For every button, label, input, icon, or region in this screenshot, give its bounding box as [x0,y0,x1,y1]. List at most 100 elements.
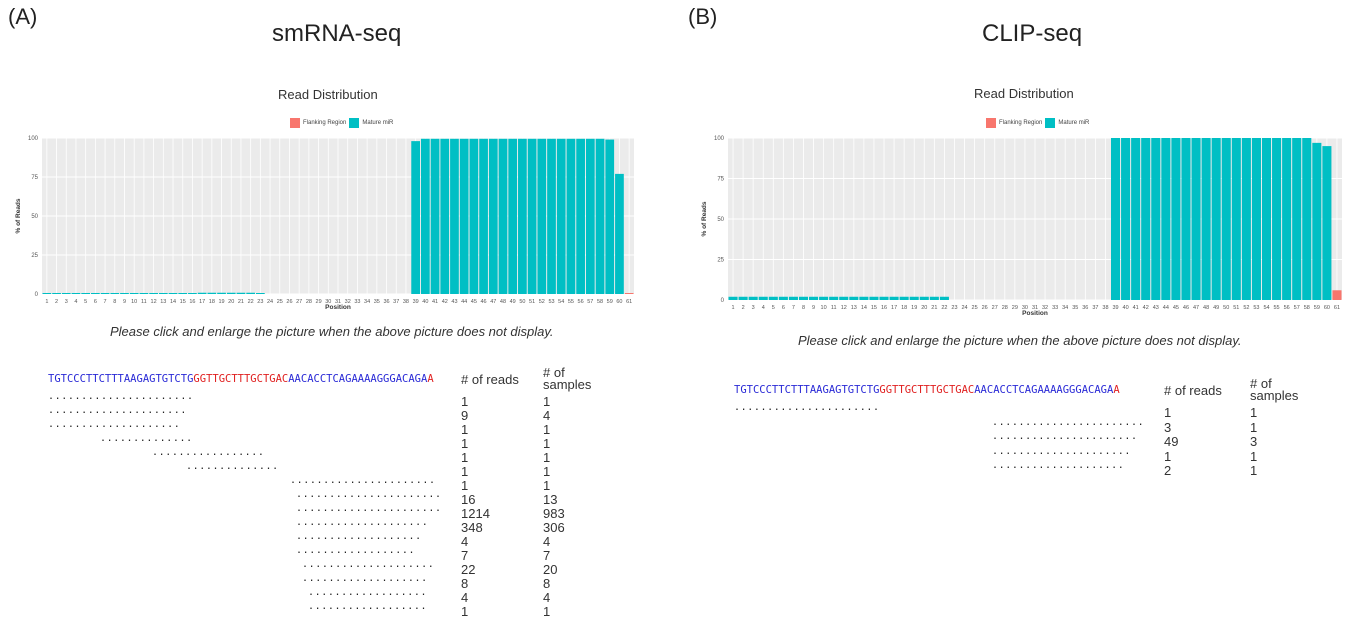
x-tick-label: 53 [1253,305,1259,311]
bar [1322,146,1332,300]
y-tick-label: 50 [31,214,38,220]
row-dots: ...................... [48,391,194,402]
bar [778,296,788,300]
x-tick-label: 37 [1092,305,1098,311]
bar [829,296,839,300]
bar [207,292,217,294]
y-tick-label: 75 [31,175,38,181]
row-reads: 1 [461,450,469,465]
x-tick-label: 41 [1133,305,1139,311]
bar [869,296,879,300]
x-tick-label: 58 [597,299,603,305]
sequence-red: GGTTGCTTTGCTGAC [879,384,975,396]
bar [595,138,605,294]
x-tick-label: 40 [1123,305,1129,311]
x-tick-label: 4 [74,299,77,305]
bar [1131,138,1141,300]
x-tick-label: 28 [306,299,312,305]
x-tick-label: 27 [296,299,302,305]
x-tick-label: 47 [490,299,496,305]
x-tick-label: 31 [335,299,341,305]
bar [585,138,595,294]
bar [197,292,207,294]
samples-header-line1: # of [1250,376,1272,391]
y-axis-label: % of Reads [701,201,708,236]
y-axis-label: % of Reads [15,198,22,233]
x-tick-label: 6 [94,299,97,305]
bar [1161,138,1171,300]
samples-header: # of samples [543,365,591,391]
row-samples: 20 [543,562,558,577]
row-reads: 8 [461,576,469,591]
row-reads: 16 [461,492,476,507]
row-dots: ....................... [992,416,1145,428]
x-tick-label: 19 [218,299,224,305]
x-tick-label: 32 [1042,305,1048,311]
x-tick-label: 9 [812,305,815,311]
bar [91,293,100,294]
sequence-blue-end: AACACCTCAGAAAAGGGACAGA [974,384,1114,396]
bar [1181,138,1191,300]
chart-title: Read Distribution [278,87,378,102]
x-tick-label: 50 [1223,305,1229,311]
bar [120,293,129,294]
x-tick-label: 33 [1052,305,1058,311]
row-reads: 9 [461,408,469,423]
samples-header-line1: # of [543,365,565,380]
x-tick-label: 18 [901,305,907,311]
row-dots: ...................... [290,475,436,486]
bar [236,292,246,294]
row-dots: ...................... [734,402,880,413]
row-samples: 983 [543,506,565,521]
row-samples: 3 [1250,434,1258,449]
bar [879,296,889,300]
x-tick-label: 19 [911,305,917,311]
bar [859,296,869,300]
x-tick-label: 48 [500,299,506,305]
bar [798,296,809,300]
x-tick-label: 38 [403,299,409,305]
x-tick-label: 12 [151,299,157,305]
bar [527,138,537,294]
row-samples: 306 [543,520,565,535]
x-tick-label: 26 [286,299,292,305]
x-tick-label: 31 [1032,305,1038,311]
x-tick-label: 35 [374,299,380,305]
x-tick-label: 53 [548,299,554,305]
bar [939,296,949,300]
x-tick-label: 24 [267,299,273,305]
row-dots: .............. [100,433,193,444]
x-tick-label: 61 [626,299,632,305]
bar [139,293,149,294]
bar [615,173,624,294]
x-tick-label: 59 [607,299,613,305]
x-axis-label: Position [1022,310,1048,317]
x-tick-label: 11 [831,305,837,311]
reference-sequence: TGTCCCTTCTTTAAGAGTGTCTGGGTTGCTTTGCTGACAA… [48,373,434,385]
bar [1282,138,1292,300]
row-reads: 3 [1164,419,1172,435]
row-reads: 1 [461,604,469,619]
row-reads: 7 [461,548,469,563]
bar [518,138,527,294]
x-tick-label: 18 [209,299,215,305]
sequence-red: GGTTGCTTTGCTGAC [193,373,289,385]
sequence-blue-start: TGTCCCTTCTTTAAGAGTGTCTG [734,384,880,396]
row-dots: .................. [308,587,428,598]
bar [1221,138,1231,300]
bar [158,293,168,294]
bar [839,296,849,300]
bar [129,293,139,294]
row-samples: 1 [1250,448,1258,464]
chart-title: Read Distribution [974,86,1074,101]
y-tick-label: 25 [717,258,724,264]
x-tick-label: 61 [1334,305,1340,311]
bar [430,138,440,294]
x-tick-label: 54 [558,299,564,305]
x-tick-label: 25 [972,305,978,311]
row-samples: 1 [543,436,551,451]
chart-legend: Flanking Region Mature miR [290,118,393,128]
bar [1141,138,1151,300]
x-tick-label: 46 [481,299,487,305]
